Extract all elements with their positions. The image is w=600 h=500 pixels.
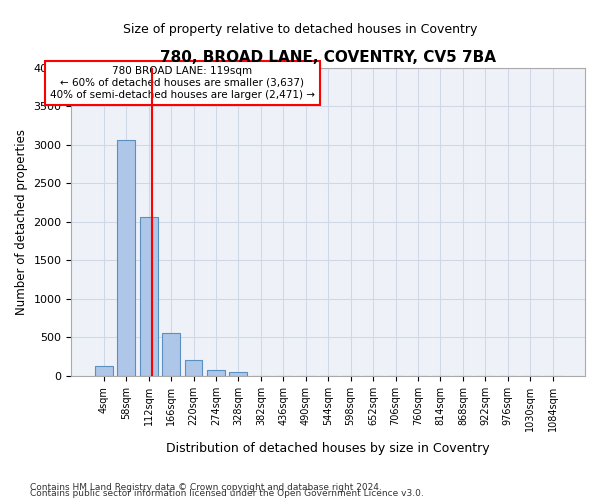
Bar (95, 366, 113, 376)
Title: 780, BROAD LANE, COVENTRY, CV5 7BA: 780, BROAD LANE, COVENTRY, CV5 7BA (160, 50, 496, 65)
Bar (117, 140, 135, 376)
Bar (162, 332, 180, 376)
Bar (140, 217, 158, 376)
Text: Contains public sector information licensed under the Open Government Licence v3: Contains public sector information licen… (30, 489, 424, 498)
Text: Contains HM Land Registry data © Crown copyright and database right 2024.: Contains HM Land Registry data © Crown c… (30, 483, 382, 492)
Text: Size of property relative to detached houses in Coventry: Size of property relative to detached ho… (123, 22, 477, 36)
Bar (207, 370, 225, 376)
Bar (229, 372, 247, 376)
Text: 780 BROAD LANE: 119sqm
← 60% of detached houses are smaller (3,637)
40% of semi-: 780 BROAD LANE: 119sqm ← 60% of detached… (50, 66, 315, 100)
Bar (185, 360, 202, 376)
Y-axis label: Number of detached properties: Number of detached properties (15, 128, 28, 314)
X-axis label: Distribution of detached houses by size in Coventry: Distribution of detached houses by size … (166, 442, 490, 455)
